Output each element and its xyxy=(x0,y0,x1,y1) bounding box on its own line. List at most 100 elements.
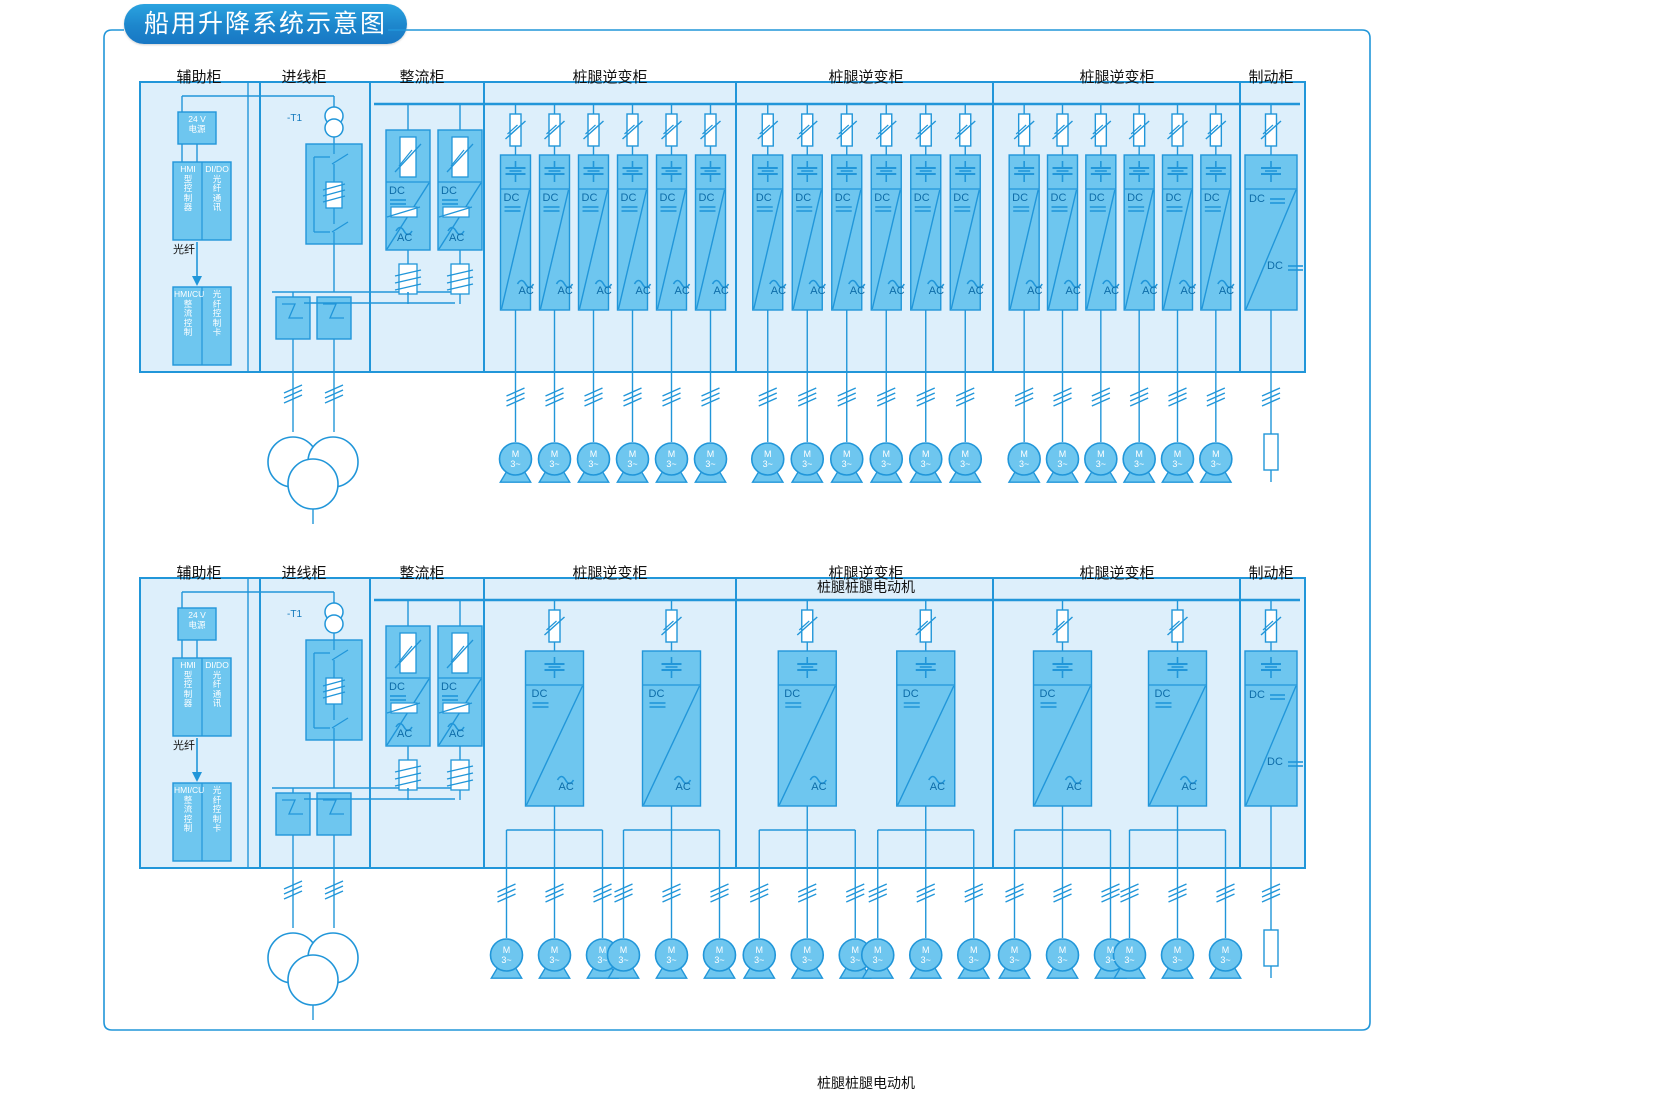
feeder-switch-blade-0 xyxy=(282,303,303,319)
rectifier-fuse-slash-0 xyxy=(394,143,422,173)
motor-choke-13 xyxy=(1053,883,1072,893)
motor-circle xyxy=(869,442,904,476)
inverter-diagonal xyxy=(1162,189,1193,310)
motor-circle xyxy=(498,442,533,476)
inverter-ac-label: AC xyxy=(1027,285,1043,297)
motor-choke-8 xyxy=(837,397,857,407)
fuse-slash-2 xyxy=(917,124,929,135)
inverter-diagonal xyxy=(642,685,701,806)
motor-circle xyxy=(576,442,611,476)
inverter-ac-label: AC xyxy=(1065,285,1081,297)
ac-sine xyxy=(1178,279,1197,289)
fuse-slash-2 xyxy=(1054,620,1065,631)
motor-circle xyxy=(829,442,864,476)
motor-circle xyxy=(790,938,825,972)
feeder-choke-0 xyxy=(283,890,303,900)
motor-choke-7 xyxy=(797,893,817,903)
transformer-tag-T1: -T1 xyxy=(287,113,302,124)
motor-choke-16 xyxy=(1168,392,1187,402)
inverter-diagonal xyxy=(525,685,584,806)
inverter-dc-label: DC xyxy=(874,192,891,204)
ac-sine xyxy=(887,279,905,289)
psu-24v-label: 24 V 电源 xyxy=(188,114,206,134)
cabinet-label-6: 制动柜 xyxy=(1248,565,1294,582)
ac-sine xyxy=(555,279,574,289)
motor-choke-5 xyxy=(701,387,720,397)
rect-choke-st-0-2 xyxy=(394,779,422,787)
breaker-contact-bot xyxy=(331,221,349,233)
motor-label: M 3~ xyxy=(841,449,852,469)
rectifier-dc-label-0: DC xyxy=(389,681,405,693)
fuse-slash xyxy=(661,120,682,140)
motor-label: M 3~ xyxy=(588,449,599,469)
cabinet-label-4: 桩腿逆变柜 xyxy=(828,69,904,86)
motor-choke-14 xyxy=(1101,883,1120,893)
feeder-switch-blade-1 xyxy=(323,303,344,319)
motor-choke-5 xyxy=(701,397,720,407)
inverter-dc-label: DC xyxy=(581,192,598,204)
inverter-ac-label: AC xyxy=(810,285,826,297)
ac-sine xyxy=(928,775,946,785)
motor-label: M 3~ xyxy=(510,449,521,469)
motor-choke-1 xyxy=(545,397,564,407)
fuse-slash-2 xyxy=(1054,124,1065,135)
motor-choke-2 xyxy=(584,392,603,402)
fuse-slash-2 xyxy=(1262,620,1274,631)
fuse-slash-2 xyxy=(1169,124,1180,135)
motor-choke-4 xyxy=(662,888,681,898)
fuse-slash-2 xyxy=(546,620,557,631)
brake-choke xyxy=(1261,893,1281,903)
fuse-slash xyxy=(544,616,565,636)
motor-label: M 3~ xyxy=(1105,945,1116,965)
inverter-diagonal xyxy=(897,685,955,806)
motor-choke-4 xyxy=(662,387,681,397)
rect-choke-st-1-2 xyxy=(446,779,474,787)
motor-circle xyxy=(1199,442,1233,476)
motor-choke-11 xyxy=(964,893,984,903)
inverter-ac-label: AC xyxy=(557,285,573,297)
motor-choke-9 xyxy=(876,397,896,407)
motor-label: M 3~ xyxy=(1172,449,1183,469)
inverter-dc-label: DC xyxy=(902,688,919,700)
fuse-slash-2 xyxy=(663,124,674,135)
rectifier-fuse-slash2-0 xyxy=(398,645,413,663)
motor-choke-8 xyxy=(845,883,865,893)
motor-choke-7 xyxy=(797,883,817,893)
ac-sine xyxy=(516,279,535,289)
cabinet-label-1: 进线柜 xyxy=(281,565,327,582)
motor-circle xyxy=(860,938,895,972)
fuse-slash xyxy=(505,120,526,140)
motor-choke-10 xyxy=(916,387,936,397)
inverter-diagonal xyxy=(871,189,901,310)
motor-choke-2 xyxy=(593,888,612,898)
motor-choke-17 xyxy=(1206,397,1226,407)
inverter-dc-label: DC xyxy=(755,192,772,204)
motor-choke-13 xyxy=(1053,392,1072,402)
fuse-slash xyxy=(1167,616,1188,636)
motor-choke-14 xyxy=(1091,392,1111,402)
motor-choke-12 xyxy=(1014,392,1034,402)
motor-label: M 3~ xyxy=(549,449,560,469)
inverter-ac-label: AC xyxy=(675,781,691,793)
motor-label: M 3~ xyxy=(802,449,813,469)
inverter-ac-label: AC xyxy=(713,285,729,297)
ac-sine xyxy=(927,279,945,289)
ct-circle-bottom xyxy=(324,614,344,634)
motor-choke-15 xyxy=(1129,392,1149,402)
motor-choke-10 xyxy=(916,893,936,903)
rectifier-ac-label-0: AC xyxy=(397,728,413,740)
motor-choke-15 xyxy=(1120,893,1139,903)
inverter-diagonal xyxy=(753,189,783,310)
motor-label: M 3~ xyxy=(968,945,979,965)
brake-diagonal xyxy=(1245,685,1297,806)
inverter-dc-label: DC xyxy=(698,192,715,204)
inverter-dc-label: DC xyxy=(913,192,930,204)
motor-circle xyxy=(654,938,689,972)
motor-label: M 3~ xyxy=(501,945,512,965)
inverter-ac-label: AC xyxy=(929,781,946,793)
ac-sine xyxy=(395,722,413,732)
motor-choke-8 xyxy=(837,387,857,397)
ac-sine xyxy=(673,775,692,785)
motor-circle xyxy=(908,938,943,972)
motor-label: M 3~ xyxy=(1172,945,1183,965)
